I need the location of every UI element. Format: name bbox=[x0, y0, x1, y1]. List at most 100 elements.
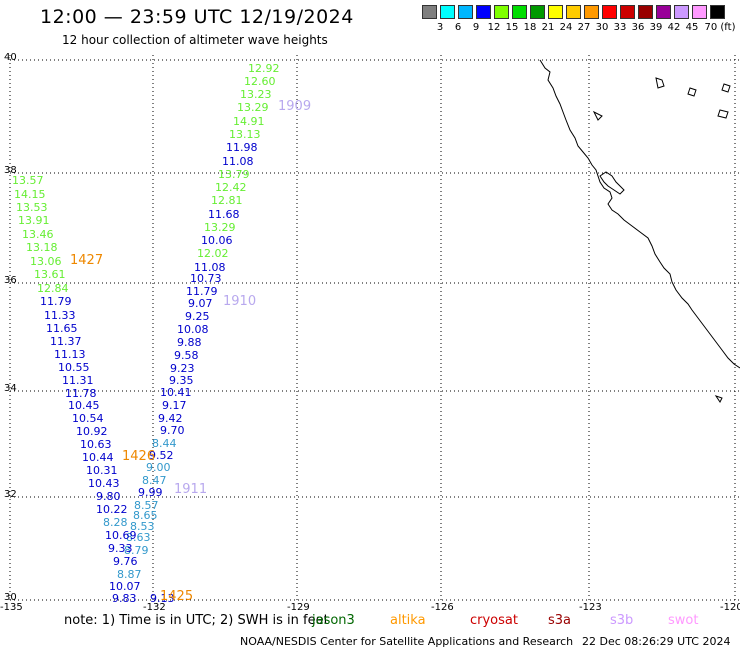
color-scale-label: 45 bbox=[685, 22, 699, 33]
pass-number-label: 1909 bbox=[278, 99, 312, 114]
units-note: note: 1) Time is in UTC; 2) SWH is in fe… bbox=[64, 613, 329, 628]
color-swatch bbox=[494, 5, 509, 19]
page-title: 12:00 — 23:59 UTC 12/19/2024 bbox=[40, 6, 354, 28]
color-swatch bbox=[602, 5, 617, 19]
wave-height-label: 8.57 bbox=[134, 499, 159, 512]
color-scale-label: 12 bbox=[487, 22, 501, 33]
latitude-label: 34 bbox=[4, 383, 17, 394]
satellite-name-swot: swot bbox=[668, 613, 699, 628]
island-2 bbox=[687, 87, 697, 97]
wave-height-label: 12.81 bbox=[211, 194, 243, 207]
island-6 bbox=[714, 395, 723, 403]
coastline bbox=[539, 59, 740, 369]
color-swatch bbox=[674, 5, 689, 19]
island-3 bbox=[721, 83, 731, 93]
satellite-name-s3a: s3a bbox=[548, 613, 572, 628]
island-5 bbox=[592, 110, 603, 121]
color-scale-label: 9 bbox=[472, 22, 480, 33]
wave-height-label: 13.61 bbox=[34, 268, 66, 281]
wave-height-label: 13.29 bbox=[204, 221, 236, 234]
wave-height-label: 10.07 bbox=[109, 580, 141, 593]
color-swatch bbox=[710, 5, 725, 19]
wave-height-label: 8.28 bbox=[103, 516, 128, 529]
longitude-label: -129 bbox=[287, 602, 310, 613]
wave-height-label: 11.79 bbox=[40, 295, 72, 308]
wave-height-label: 9.80 bbox=[96, 490, 121, 503]
wave-height-label: 10.55 bbox=[58, 361, 90, 374]
wave-height-label: 9.42 bbox=[158, 412, 183, 425]
color-scale-label: 30 bbox=[595, 22, 609, 33]
wave-height-label: 8.65 bbox=[133, 509, 158, 522]
wave-height-label: 11.78 bbox=[65, 387, 97, 400]
wave-height-label: 12.60 bbox=[244, 75, 276, 88]
wave-height-label: 8.53 bbox=[130, 520, 155, 533]
wave-height-label: 10.06 bbox=[201, 234, 233, 247]
wave-height-label: 12.02 bbox=[197, 247, 229, 260]
wave-height-label: 9.00 bbox=[146, 461, 171, 474]
wave-height-label: 11.98 bbox=[226, 141, 258, 154]
wave-height-label: 9.99 bbox=[138, 486, 163, 499]
wave-height-label: 13.29 bbox=[237, 101, 269, 114]
wave-height-label: 11.33 bbox=[44, 309, 76, 322]
wave-height-label: 13.18 bbox=[26, 241, 58, 254]
latitude-label: 30 bbox=[4, 592, 17, 603]
color-scale-label: 6 bbox=[454, 22, 462, 33]
page-subtitle: 12 hour collection of altimeter wave hei… bbox=[62, 33, 328, 47]
color-swatch bbox=[512, 5, 527, 19]
footer-timestamp: 22 Dec 08:26:29 UTC 2024 bbox=[582, 635, 731, 648]
wave-height-label: 10.69 bbox=[105, 529, 137, 542]
color-scale-label: 42 bbox=[667, 22, 681, 33]
longitude-label: -123 bbox=[579, 602, 602, 613]
pass-number-label: 1911 bbox=[174, 482, 208, 497]
color-scale-label: 27 bbox=[577, 22, 591, 33]
longitude-label: -135 bbox=[0, 602, 23, 613]
color-swatch bbox=[584, 5, 599, 19]
pass-number-label: 1425 bbox=[160, 589, 194, 604]
pass-number-label: 1426 bbox=[122, 449, 156, 464]
island-1 bbox=[655, 77, 665, 89]
wave-height-label: 11.08 bbox=[222, 155, 254, 168]
wave-height-label: 12.92 bbox=[248, 62, 280, 75]
wave-height-label: 13.91 bbox=[18, 214, 50, 227]
wave-height-label: 10.44 bbox=[82, 451, 114, 464]
wave-height-label: 9.13 bbox=[150, 592, 175, 605]
wave-height-label: 9.76 bbox=[113, 555, 138, 568]
color-swatch bbox=[692, 5, 707, 19]
color-scale-label: 24 bbox=[559, 22, 573, 33]
wave-height-label: 13.06 bbox=[30, 255, 62, 268]
color-scale-label: 15 bbox=[505, 22, 519, 33]
color-swatch bbox=[440, 5, 455, 19]
color-scale-label: 18 bbox=[523, 22, 537, 33]
wave-height-label: 11.37 bbox=[50, 335, 82, 348]
color-scale-label: 33 bbox=[613, 22, 627, 33]
wave-height-label: 13.23 bbox=[240, 88, 272, 101]
longitude-label: -132 bbox=[143, 602, 166, 613]
wave-height-label: 13.53 bbox=[16, 201, 48, 214]
wave-height-label: 9.70 bbox=[160, 424, 185, 437]
wave-height-label: 10.31 bbox=[86, 464, 118, 477]
wave-height-label: 14.15 bbox=[14, 188, 46, 201]
satellite-name-cryosat: cryosat bbox=[470, 613, 518, 628]
wave-height-label: 9.52 bbox=[149, 449, 174, 462]
wave-height-label: 11.65 bbox=[46, 322, 78, 335]
wave-height-label: 9.58 bbox=[174, 349, 199, 362]
color-scale-label: 21 bbox=[541, 22, 555, 33]
lat-lon-grid bbox=[9, 55, 740, 601]
color-scale-label: 39 bbox=[649, 22, 663, 33]
wave-height-label: 8.44 bbox=[152, 437, 177, 450]
wave-height-label: 9.25 bbox=[185, 310, 210, 323]
color-swatch bbox=[530, 5, 545, 19]
wave-height-label: 10.54 bbox=[72, 412, 104, 425]
color-swatch bbox=[548, 5, 563, 19]
wave-height-label: 9.35 bbox=[169, 374, 194, 387]
wave-height-label: 13.57 bbox=[12, 174, 44, 187]
wave-height-label: 10.92 bbox=[76, 425, 108, 438]
wave-height-label: 14.91 bbox=[233, 115, 265, 128]
satellite-name-s3b: s3b bbox=[610, 613, 634, 628]
footer-credit: NOAA/NESDIS Center for Satellite Applica… bbox=[240, 635, 574, 648]
longitude-label: -120 bbox=[720, 602, 740, 613]
wave-height-label: 9.17 bbox=[162, 399, 187, 412]
pass-number-label: 1427 bbox=[70, 253, 104, 268]
latitude-label: 36 bbox=[4, 275, 17, 286]
